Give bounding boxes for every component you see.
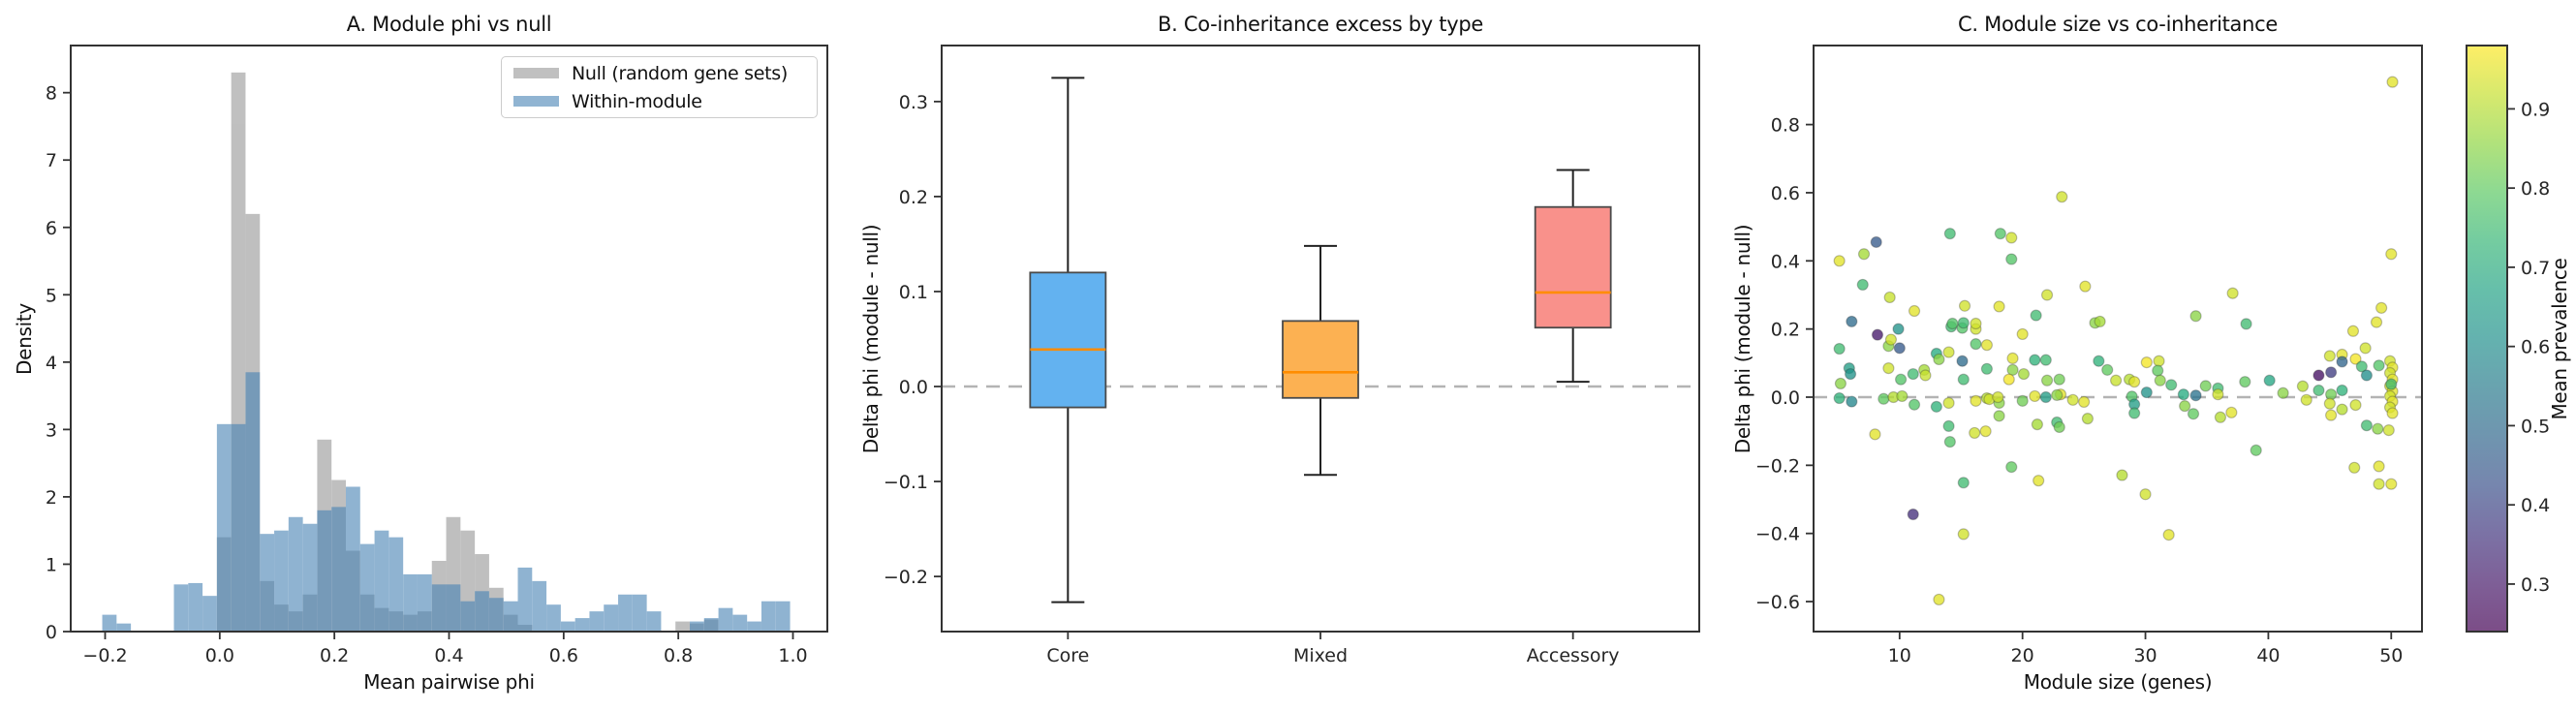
panel-a-frame <box>70 45 828 633</box>
svg-text:0.9: 0.9 <box>2521 99 2550 120</box>
panel-b-ylabel: Delta phi (module - null) <box>859 224 883 454</box>
svg-text:50: 50 <box>2379 645 2403 666</box>
panel-c-scatter <box>1814 76 2422 606</box>
panel-b-frame <box>941 45 1700 633</box>
svg-text:1: 1 <box>46 554 57 575</box>
svg-text:20: 20 <box>2011 645 2034 666</box>
svg-text:0.6: 0.6 <box>549 645 578 666</box>
svg-text:7: 7 <box>46 150 57 171</box>
colorbar-label: Mean prevalence <box>2548 258 2571 420</box>
svg-text:3: 3 <box>46 419 57 441</box>
svg-text:0.1: 0.1 <box>899 282 928 303</box>
panel-c-ylabel: Delta phi (module - null) <box>1731 224 1754 454</box>
hist-within-bars <box>102 372 791 632</box>
svg-text:8: 8 <box>46 83 57 105</box>
panel-a-ylabel: Density <box>13 303 36 375</box>
svg-text:−0.1: −0.1 <box>884 472 928 493</box>
panel-b-boxplot <box>942 77 1699 603</box>
svg-text:0.5: 0.5 <box>2521 416 2550 437</box>
svg-text:0.6: 0.6 <box>2521 337 2550 358</box>
panel-b-title: B. Co-inheritance excess by type <box>1157 13 1483 36</box>
colorbar-gradient <box>2466 45 2508 633</box>
box-mixed <box>1282 244 1359 477</box>
svg-text:Accessory: Accessory <box>1527 645 1620 666</box>
svg-text:0.2: 0.2 <box>1771 320 1800 341</box>
legend-row-within: Within-module <box>513 91 805 112</box>
svg-text:0.2: 0.2 <box>320 645 349 666</box>
svg-text:5: 5 <box>46 285 57 306</box>
svg-text:0.8: 0.8 <box>664 645 693 666</box>
svg-text:6: 6 <box>46 218 57 239</box>
panel-c-frame <box>1813 45 2423 633</box>
svg-text:−0.2: −0.2 <box>82 645 127 666</box>
svg-text:10: 10 <box>1888 645 1911 666</box>
legend-swatch-null-icon <box>513 68 559 78</box>
legend-label-null: Null (random gene sets) <box>572 62 788 84</box>
svg-text:2: 2 <box>46 487 57 509</box>
svg-text:−0.2: −0.2 <box>1755 455 1800 477</box>
panel-c-title: C. Module size vs co-inheritance <box>1958 13 2278 36</box>
svg-text:Mixed: Mixed <box>1293 645 1348 666</box>
svg-text:0.4: 0.4 <box>1771 251 1800 272</box>
svg-text:0.8: 0.8 <box>1771 115 1800 137</box>
panel-a-xlabel: Mean pairwise phi <box>363 670 535 694</box>
svg-text:−0.6: −0.6 <box>1755 592 1800 613</box>
svg-text:0.3: 0.3 <box>899 92 928 113</box>
svg-text:4: 4 <box>46 353 57 374</box>
svg-text:−0.4: −0.4 <box>1755 524 1800 545</box>
panel-c-xlabel: Module size (genes) <box>2023 670 2213 694</box>
svg-text:0.2: 0.2 <box>899 187 928 208</box>
svg-text:30: 30 <box>2133 645 2157 666</box>
svg-text:0.6: 0.6 <box>1771 183 1800 204</box>
svg-text:1.0: 1.0 <box>778 645 807 666</box>
legend-box: Null (random gene sets) Within-module <box>501 56 818 118</box>
svg-text:0.0: 0.0 <box>205 645 234 666</box>
box-accessory <box>1534 169 1612 384</box>
panel-a-title: A. Module phi vs null <box>346 13 552 36</box>
svg-text:0.3: 0.3 <box>2521 574 2550 596</box>
svg-text:0: 0 <box>46 622 57 643</box>
svg-text:0.0: 0.0 <box>1771 387 1800 409</box>
svg-text:0.4: 0.4 <box>434 645 463 666</box>
svg-text:0.4: 0.4 <box>2521 495 2550 516</box>
panel-a-histogram <box>102 72 791 632</box>
svg-text:0.7: 0.7 <box>2521 258 2550 279</box>
svg-text:0.8: 0.8 <box>2521 178 2550 200</box>
svg-text:−0.2: −0.2 <box>884 567 928 588</box>
legend-label-within: Within-module <box>572 90 702 112</box>
colorbar: 0.3 0.4 0.5 0.6 0.7 0.8 0.9 <box>2466 45 2550 633</box>
box-core <box>1029 77 1107 603</box>
svg-text:0.0: 0.0 <box>899 377 928 398</box>
legend-swatch-within-icon <box>513 96 559 107</box>
legend-row-null: Null (random gene sets) <box>513 63 805 84</box>
svg-text:40: 40 <box>2256 645 2280 666</box>
svg-text:Core: Core <box>1046 645 1089 666</box>
